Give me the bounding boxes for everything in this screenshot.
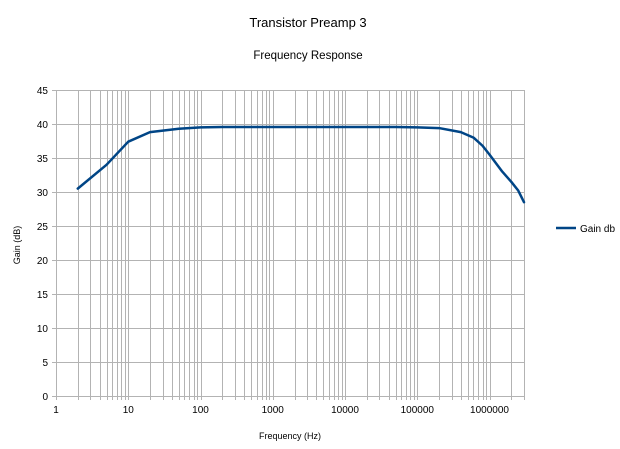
y-tick-label: 30 (37, 188, 49, 199)
x-tick-label: 10000 (331, 405, 359, 416)
x-tick-label: 1 (53, 405, 59, 416)
chart-title: Transistor Preamp 3 (249, 15, 366, 30)
x-axis-label: Frequency (Hz) (259, 431, 321, 441)
x-tick-labels: 1 10 100 1000 10000 100000 1000000 (53, 405, 509, 416)
series-line-gain (76, 125, 526, 204)
legend: Gain db (556, 224, 615, 235)
x-tick-label: 100000 (401, 405, 435, 416)
y-tick-label: 40 (37, 120, 49, 131)
y-tick-label: 0 (42, 392, 48, 403)
x-tick-label: 100 (192, 405, 209, 416)
x-tick-label: 1000000 (470, 405, 509, 416)
y-tick-labels: 0 5 10 15 20 25 30 35 40 45 (37, 86, 49, 403)
axes (52, 90, 525, 400)
legend-label-gain: Gain db (580, 224, 615, 235)
y-tick-label: 15 (37, 290, 49, 301)
y-tick-label: 10 (37, 324, 49, 335)
series (76, 125, 526, 204)
x-tick-label: 10 (123, 405, 135, 416)
y-tick-label: 45 (37, 86, 49, 97)
x-tick-label: 1000 (262, 405, 285, 416)
chart-subtitle: Frequency Response (253, 50, 362, 62)
y-tick-label: 20 (37, 256, 49, 267)
y-axis-label: Gain (dB) (12, 226, 22, 265)
y-tick-label: 25 (37, 222, 49, 233)
y-tick-label: 5 (42, 358, 48, 369)
grid (56, 90, 525, 397)
y-tick-label: 35 (37, 154, 49, 165)
